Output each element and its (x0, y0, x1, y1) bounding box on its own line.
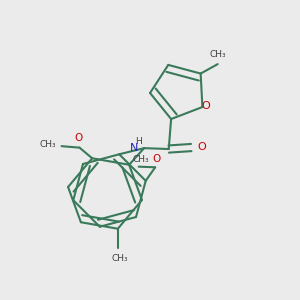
Text: O: O (152, 154, 160, 164)
Text: O: O (201, 100, 210, 110)
Text: CH₃: CH₃ (133, 155, 149, 164)
Text: O: O (74, 133, 82, 143)
Text: H: H (135, 137, 142, 146)
Text: N: N (130, 143, 139, 153)
Text: CH₃: CH₃ (111, 254, 128, 262)
Text: CH₃: CH₃ (210, 50, 226, 59)
Text: O: O (198, 142, 207, 152)
Text: CH₃: CH₃ (40, 140, 56, 149)
